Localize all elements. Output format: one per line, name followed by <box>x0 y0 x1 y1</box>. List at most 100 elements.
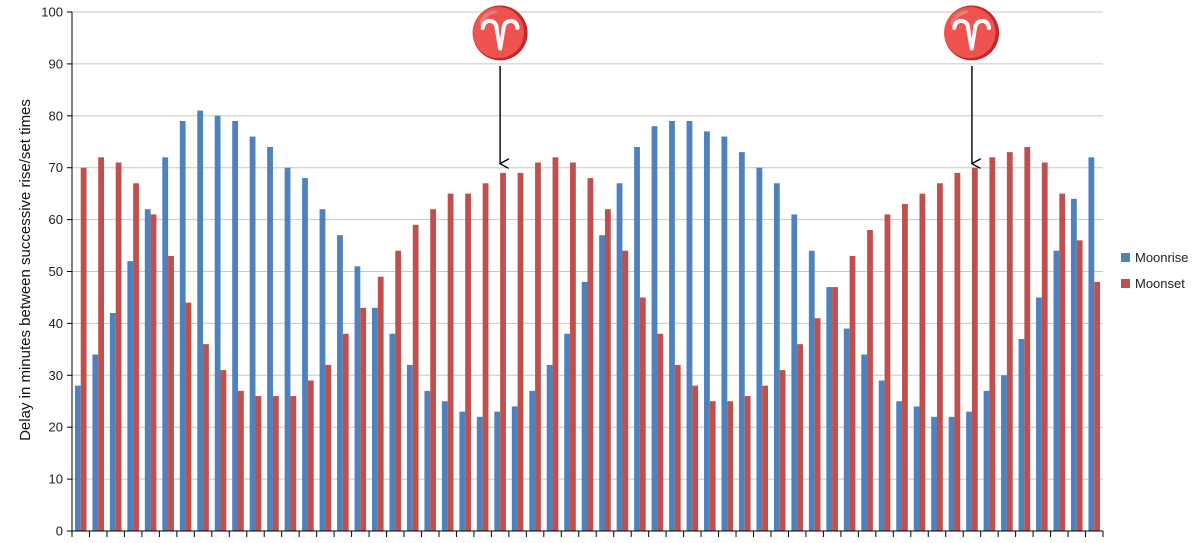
moonset-bar <box>1059 193 1066 531</box>
moonrise-bar <box>808 250 815 532</box>
moonrise-bar <box>1001 375 1007 531</box>
moonrise-bar <box>179 120 186 532</box>
moonrise-bar <box>773 183 780 531</box>
y-tick-label: 20 <box>49 420 63 435</box>
aries-symbol: ♈ <box>469 4 531 62</box>
moonset-bar <box>465 193 471 531</box>
moonrise-bar <box>931 416 937 531</box>
moonset-bar <box>657 333 664 531</box>
moonrise-bar <box>1070 198 1077 531</box>
moonrise-bar <box>284 167 291 531</box>
moonset-bar <box>115 162 122 531</box>
moonrise-bar <box>599 235 605 532</box>
moonset-bar <box>377 276 384 531</box>
moonrise-bar <box>197 110 204 532</box>
moonrise-legend-swatch <box>1121 253 1130 262</box>
y-tick-label: 10 <box>49 472 63 487</box>
moonset-bar <box>884 214 891 531</box>
moonrise-bar <box>756 167 763 531</box>
moonset-bar <box>570 162 576 531</box>
moonset-bar <box>360 307 367 531</box>
y-axis-title: Delay in minutes between successive rise… <box>17 99 34 441</box>
legend: Moonrise Moonset <box>1121 250 1188 291</box>
moonset-bar <box>535 162 541 531</box>
moonset-bar <box>587 178 594 531</box>
moonrise-bar <box>476 416 483 531</box>
moonset-bar <box>307 380 314 531</box>
moonset-bar <box>168 255 174 531</box>
moonrise-legend-label: Moonrise <box>1135 250 1188 265</box>
moonrise-bar <box>337 235 343 532</box>
moonrise-bar <box>162 157 169 531</box>
moonrise-bar <box>459 411 466 531</box>
moonset-bar <box>552 157 559 531</box>
moonset-bar <box>325 364 332 531</box>
moonset-bar <box>936 183 943 531</box>
moonset-bar <box>779 370 786 531</box>
moonrise-bar <box>843 328 850 531</box>
moonset-bar <box>1094 281 1101 531</box>
moonset-bar <box>1006 152 1013 531</box>
moonrise-bar <box>127 261 134 531</box>
moonset-bar <box>98 157 105 531</box>
moonrise-bar <box>1053 250 1060 532</box>
moonset-bar <box>517 172 524 531</box>
moonrise-bar <box>669 120 675 532</box>
moonrise-bar <box>109 313 116 531</box>
moonrise-bar <box>948 416 955 531</box>
moonrise-bar <box>634 146 640 531</box>
moonset-bar <box>150 214 157 531</box>
moonrise-bar <box>214 115 221 532</box>
moonset-bar <box>395 250 402 532</box>
moonset-bar <box>832 287 838 531</box>
y-tick-label: 70 <box>49 160 63 175</box>
moonset-bar <box>1076 240 1083 532</box>
moonrise-bar <box>791 214 798 531</box>
moonset-legend-label: Moonset <box>1135 276 1185 291</box>
moonset-bar <box>849 255 856 531</box>
y-tick-label: 50 <box>49 264 63 279</box>
moonset-bar <box>272 396 279 531</box>
moonset-bar <box>342 333 349 531</box>
moonset-bar <box>133 183 139 531</box>
moonset-bar <box>989 157 996 531</box>
moonrise-bar <box>686 120 693 532</box>
moonset-bar <box>430 209 437 531</box>
annotations: ♈ ♈ <box>469 4 1003 164</box>
y-tick-label: 30 <box>49 368 63 383</box>
moonrise-bar <box>1036 297 1042 531</box>
moonset-bar <box>1024 146 1031 531</box>
moonset-bar <box>622 250 629 532</box>
moonrise-bar <box>319 209 326 531</box>
moonset-bar <box>220 370 227 531</box>
moonset-bar <box>762 385 769 531</box>
axes <box>71 12 1104 537</box>
moonset-bar <box>971 167 978 531</box>
moonrise-bar <box>92 354 99 531</box>
moonrise-bar <box>1088 157 1095 531</box>
y-tick-label: 0 <box>56 524 63 539</box>
moonset-bar <box>954 172 961 531</box>
y-tick-label: 80 <box>49 108 63 123</box>
moonrise-bar <box>74 385 81 531</box>
moonrise-bar <box>581 281 588 531</box>
moonrise-bar <box>861 354 868 531</box>
y-tick-label: 90 <box>49 56 63 71</box>
moonrise-bar <box>564 333 571 531</box>
y-tick-label: 40 <box>49 316 63 331</box>
moonrise-bar <box>144 209 151 531</box>
moonrise-bar <box>1018 338 1025 531</box>
moonset-bar <box>902 204 908 531</box>
moonset-bar <box>604 209 611 531</box>
moonrise-bar <box>826 287 833 531</box>
bars <box>74 110 1101 532</box>
moonset-bar <box>709 401 716 531</box>
moonrise-bar <box>546 364 553 531</box>
moonrise-bar <box>267 146 273 531</box>
moonset-bar <box>674 364 681 531</box>
moonset-bar <box>447 193 454 531</box>
moonset-bar <box>814 318 821 531</box>
y-tick-labels: 0 10 20 30 40 50 60 70 80 90 100 <box>41 5 63 539</box>
moonrise-bar <box>354 266 361 531</box>
moonrise-bar <box>529 390 536 531</box>
